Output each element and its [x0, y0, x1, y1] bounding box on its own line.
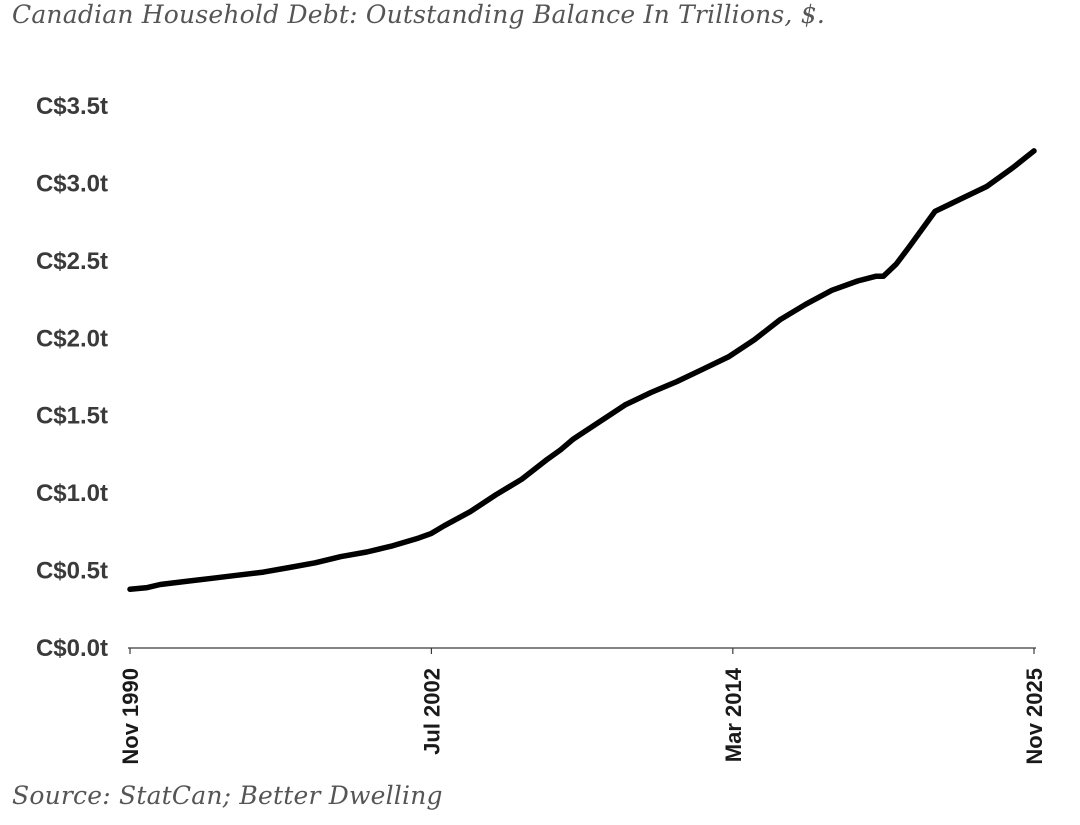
- y-axis: C$0.0t C$0.5t C$1.0t C$1.5t C$2.0t C$2.5t C$3.…: [36, 93, 108, 662]
- x-tick-label: Nov 1990: [118, 668, 143, 765]
- chart-source: Source: StatCan; Better Dwelling: [12, 781, 443, 810]
- x-tick-label: Nov 2025: [1022, 668, 1047, 765]
- chart-title: Canadian Household Debt: Outstanding Bal…: [12, 0, 825, 29]
- y-tick-label: C$3.5t: [36, 93, 108, 120]
- y-tick-label: C$2.5t: [36, 248, 108, 275]
- x-tick-label: Mar 2014: [721, 667, 746, 762]
- y-tick-label: C$0.5t: [36, 558, 108, 585]
- y-tick-label: C$1.0t: [36, 480, 108, 507]
- series-line-outstanding-balance: [127, 148, 1037, 592]
- y-tick-label: C$3.0t: [36, 170, 108, 197]
- y-tick-label: C$1.5t: [36, 403, 108, 430]
- y-tick-label: C$2.0t: [36, 325, 108, 352]
- x-tick-label: Jul 2002: [419, 668, 444, 755]
- x-axis: Nov 1990 Jul 2002 Mar 2014 Nov 2025: [118, 648, 1047, 765]
- y-tick-label: C$0.0t: [36, 635, 108, 662]
